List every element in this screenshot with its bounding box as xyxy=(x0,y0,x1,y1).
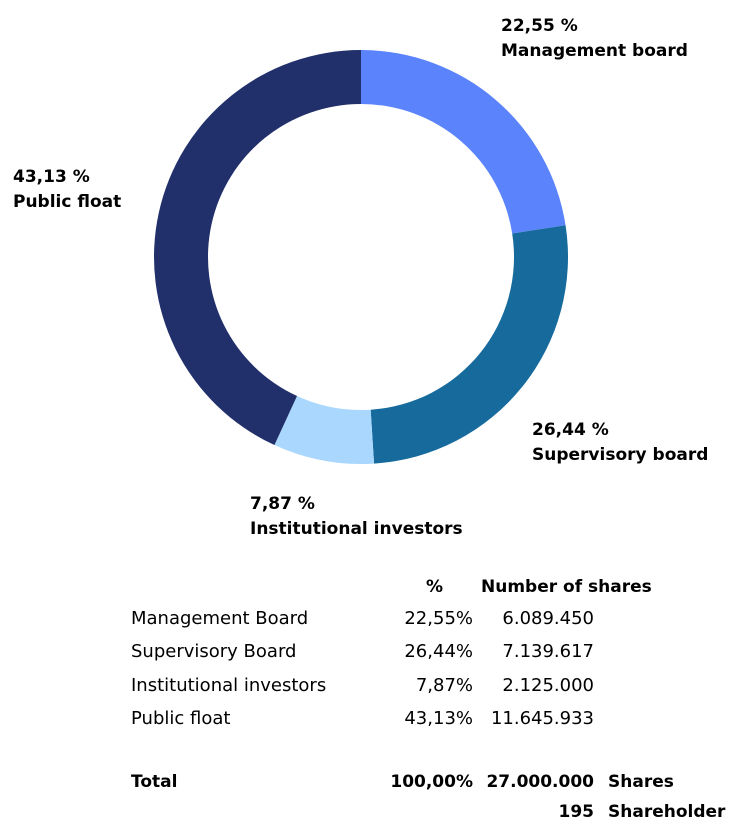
total-percent: 100,00% xyxy=(390,772,473,792)
slice-value: 26,44 % xyxy=(532,420,609,440)
row-label: Public float xyxy=(131,708,231,729)
donut-chart xyxy=(154,50,568,465)
slice-name: Management board xyxy=(501,41,688,61)
row-label: Supervisory Board xyxy=(131,641,297,662)
slice-name: Institutional investors xyxy=(250,519,463,539)
total-label: Total xyxy=(131,772,178,792)
slice-label-management-board: 22,55 % Management board xyxy=(501,14,688,64)
slice-label-supervisory-board: 26,44 % Supervisory board xyxy=(532,418,708,468)
slice-label-public-float: 43,13 % Public float xyxy=(13,165,121,215)
slice-value: 43,13 % xyxy=(13,167,90,187)
shareholder-count: 195 xyxy=(558,802,595,822)
row-shares: 7.139.617 xyxy=(502,641,594,662)
row-percent: 43,13% xyxy=(404,708,473,729)
slice-value: 7,87 % xyxy=(250,494,315,514)
row-label: Institutional investors xyxy=(131,675,327,696)
donut-slice-public-float xyxy=(154,50,361,446)
row-shares: 2.125.000 xyxy=(502,675,594,696)
row-shares: 6.089.450 xyxy=(502,608,594,629)
row-shares: 11.645.933 xyxy=(490,708,594,729)
slice-name: Supervisory board xyxy=(532,445,709,465)
slice-name: Public float xyxy=(13,192,122,212)
donut-slice-supervisory-board xyxy=(370,225,568,464)
slice-value: 22,55 % xyxy=(501,16,578,36)
shareholder-unit: Shareholder xyxy=(608,802,726,822)
donut-slice-management-board xyxy=(361,50,566,234)
donut-slice-institutional-investors xyxy=(274,395,375,465)
row-percent: 26,44% xyxy=(404,641,473,662)
slice-label-institutional-investors: 7,87 % Institutional investors xyxy=(250,492,463,542)
row-percent: 22,55% xyxy=(404,608,473,629)
row-label: Management Board xyxy=(131,608,309,629)
header-number-of-shares: Number of shares xyxy=(481,577,652,597)
header-percent: % xyxy=(426,577,444,597)
row-percent: 7,87% xyxy=(415,675,473,696)
total-shares: 27.000.000 xyxy=(486,772,594,792)
total-unit: Shares xyxy=(608,772,674,792)
